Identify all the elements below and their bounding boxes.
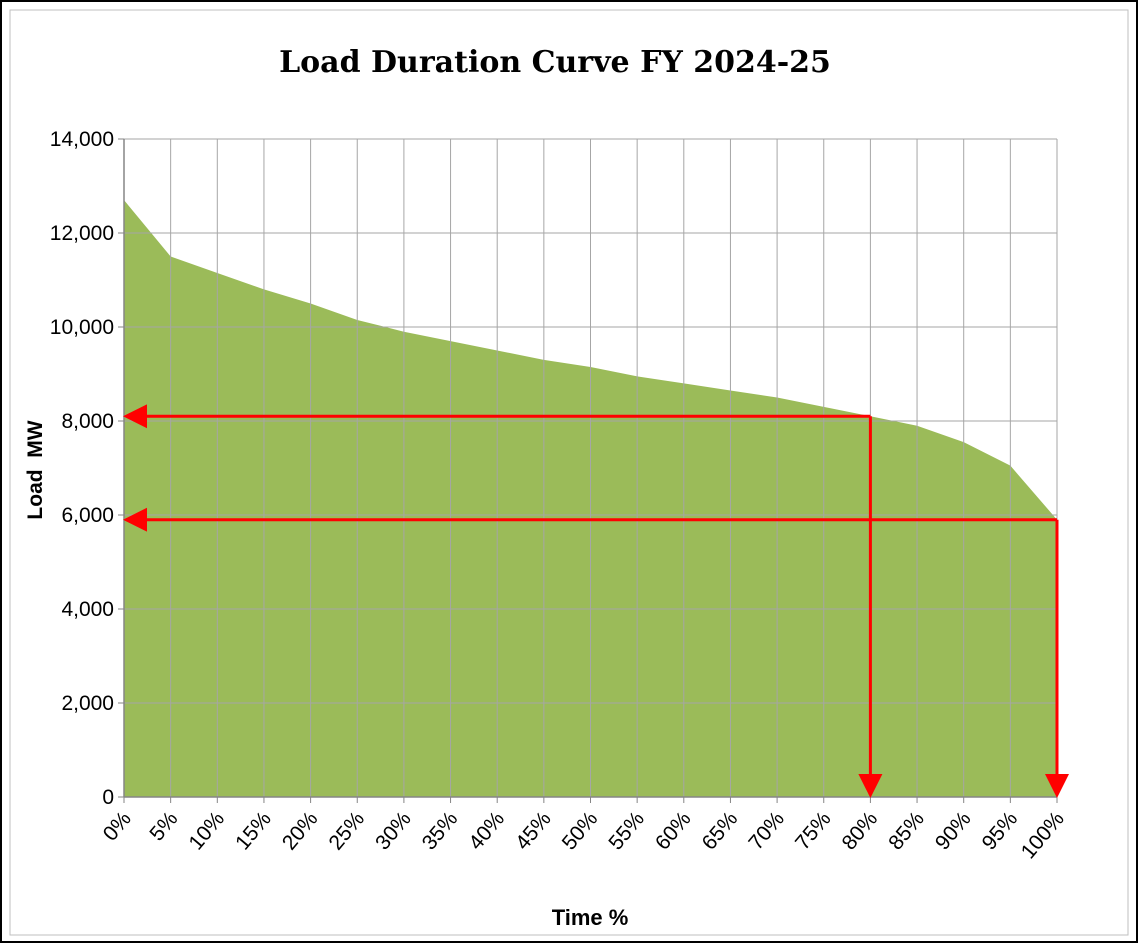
x-axis-label: Time % bbox=[552, 905, 629, 930]
y-tick-label: 0 bbox=[102, 786, 114, 809]
y-tick-label: 8,000 bbox=[61, 410, 114, 433]
marker-arrows bbox=[123, 507, 1069, 798]
y-tick-label: 4,000 bbox=[61, 598, 114, 621]
y-tick-label: 6,000 bbox=[61, 504, 114, 527]
y-tick-label: 2,000 bbox=[61, 692, 114, 715]
chart-title: Load Duration Curve FY 2024-25 bbox=[279, 45, 831, 80]
y-tick-label: 12,000 bbox=[50, 222, 114, 245]
marker-arrows bbox=[123, 404, 883, 798]
y-tick-label: 14,000 bbox=[50, 128, 114, 151]
y-axis-label: Load MW bbox=[24, 420, 47, 519]
y-tick-label: 10,000 bbox=[50, 316, 114, 339]
chart-border bbox=[9, 9, 1129, 936]
